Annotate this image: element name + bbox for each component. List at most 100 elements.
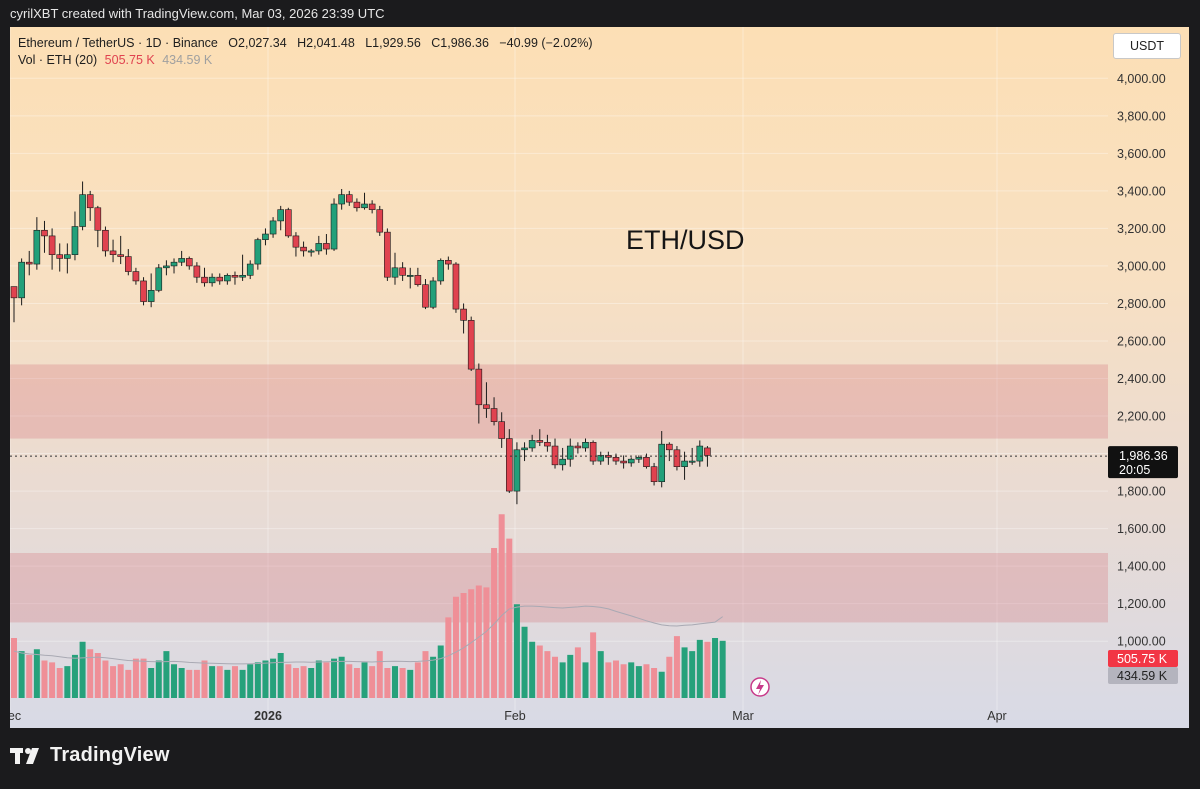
candle-body: [345, 194, 353, 203]
currency-button[interactable]: USDT: [1113, 33, 1181, 59]
volume-bar: [620, 664, 627, 698]
candle-body: [323, 243, 330, 250]
volume-bar: [407, 669, 414, 698]
time-tick-label: Apr: [987, 709, 1006, 723]
volume-bar: [193, 669, 200, 698]
chart-credit: cyrilXBT created with TradingView.com, M…: [10, 6, 385, 21]
volume-bar: [392, 666, 398, 698]
volume-bar: [209, 666, 216, 698]
candle-body: [330, 203, 338, 250]
volume-bar: [468, 589, 475, 698]
volume-bar: [18, 651, 25, 698]
volume-legend[interactable]: Vol · ETH (20) 505.75 K 434.59 K: [18, 53, 212, 67]
candle-body: [551, 445, 559, 466]
time-tick-label: 2026: [254, 709, 282, 723]
candle-body: [285, 209, 292, 237]
volume-bar: [544, 651, 551, 698]
candle-body: [216, 276, 224, 282]
candle-body: [452, 263, 460, 310]
volume-bar: [102, 660, 109, 698]
symbol-legend[interactable]: Ethereum / TetherUS · 1D · Binance O2,02…: [18, 36, 592, 50]
candle-body: [627, 458, 635, 464]
volume-bar: [628, 662, 635, 698]
volume-bar: [353, 668, 360, 698]
price-tick-label: 3,000.00: [1117, 259, 1166, 273]
chart-annotation[interactable]: ETH/USD: [626, 225, 745, 255]
time-tick-label: Feb: [504, 709, 526, 723]
volume-bar: [323, 662, 330, 698]
candle-body: [704, 447, 711, 456]
volume-bar: [590, 632, 597, 698]
footer-brand: TradingView: [10, 744, 170, 767]
candle-body: [307, 250, 315, 253]
volume-bar: [445, 617, 452, 698]
candle-body: [132, 271, 140, 282]
price-tick-label: 1,200.00: [1117, 597, 1166, 611]
volume-bar: [612, 660, 619, 698]
volume-bar: [475, 585, 482, 698]
volume-bar: [41, 660, 48, 698]
candle-body: [10, 286, 18, 299]
candle-body: [483, 404, 490, 409]
price-tick-label: 3,800.00: [1117, 109, 1166, 123]
ohlc-close: C1,986.36: [431, 36, 489, 50]
volume-bar: [292, 668, 299, 698]
volume-bar: [597, 651, 604, 698]
volume-legend-value: 505.75 K: [104, 53, 155, 67]
volume-bar: [132, 658, 139, 698]
volume-bar: [452, 596, 459, 698]
volume-bar: [56, 668, 63, 698]
candle-body: [64, 254, 71, 259]
volume-bar: [704, 641, 711, 698]
last-price-tag: [1108, 446, 1178, 479]
volume-bar: [559, 662, 566, 698]
last-price-value: 1,986.36: [1119, 449, 1168, 463]
price-tick-label: 1,800.00: [1117, 485, 1166, 499]
volume-bar: [148, 668, 155, 698]
volume-bar: [506, 538, 513, 698]
volume-bar: [254, 662, 261, 698]
candle-body: [673, 449, 681, 467]
lightning-icon[interactable]: [750, 677, 770, 697]
candle-body: [643, 457, 650, 467]
volume-bar: [285, 664, 292, 698]
price-tick-label: 3,600.00: [1117, 147, 1166, 161]
price-tick-label: 4,000.00: [1117, 72, 1166, 86]
volume-bar: [651, 668, 658, 698]
candle-body: [292, 235, 300, 248]
chart-canvas[interactable]: 4,000.00 3,800.00 3,600.00 3,400.00 3,200.00…: [10, 27, 1189, 728]
countdown-value: 20:05: [1119, 463, 1150, 477]
volume-bar: [437, 645, 444, 698]
volume-bar: [331, 658, 338, 698]
volume-bar: [163, 651, 170, 698]
volume-bar: [117, 664, 124, 698]
candle-body: [109, 250, 117, 255]
candle-body: [178, 258, 185, 263]
volume-bar: [567, 654, 574, 698]
chart-frame[interactable]: 4,000.00 3,800.00 3,600.00 3,400.00 3,200.00…: [10, 27, 1189, 728]
time-axis: Dec 2026 Feb Mar Apr: [10, 709, 1007, 723]
volume-ma-tag: [1108, 667, 1178, 684]
volume-legend-label[interactable]: Vol · ETH (20): [18, 53, 98, 67]
candle-body: [300, 246, 307, 252]
volume-bar: [529, 641, 536, 698]
candle-body: [384, 231, 391, 278]
volume-ma-tag-value: 434.59 K: [1117, 669, 1168, 683]
volume-bar: [605, 662, 612, 698]
volume-bar: [178, 668, 185, 698]
candle-body: [86, 194, 94, 209]
candle-body: [422, 284, 429, 308]
candle-body: [437, 260, 445, 282]
candle-body: [589, 442, 597, 462]
volume-bar: [361, 662, 368, 698]
candle-body: [18, 261, 25, 299]
candle-body: [140, 280, 147, 302]
candle-body: [414, 275, 422, 285]
symbol-name[interactable]: Ethereum / TetherUS · 1D · Binance: [18, 36, 218, 50]
volume-bar: [87, 649, 94, 698]
candle-body: [125, 256, 132, 272]
candle-body: [224, 275, 231, 282]
volume-bar: [270, 658, 277, 698]
volume-bar: [521, 626, 528, 698]
volume-bar: [414, 662, 421, 698]
